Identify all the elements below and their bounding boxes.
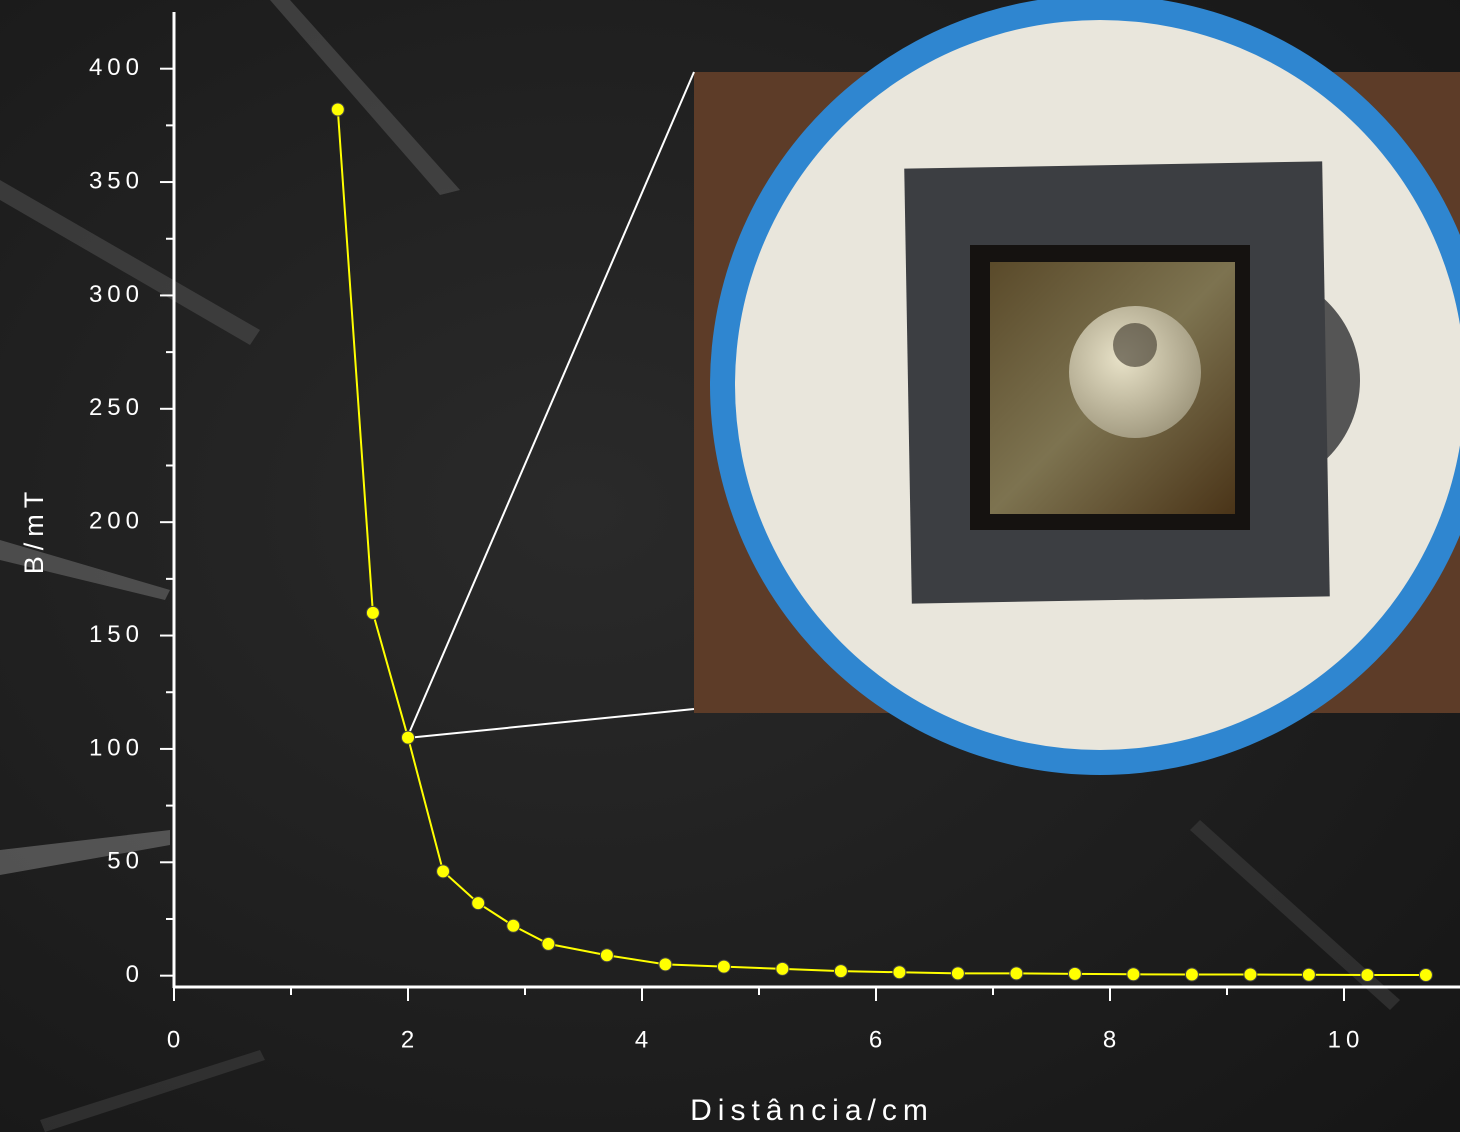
data-point [950, 966, 965, 981]
x-tick-label: 0 [167, 1026, 185, 1053]
data-point [365, 605, 380, 620]
y-tick-label: 0 [126, 961, 144, 988]
y-tick-label: 200 [89, 508, 144, 535]
data-point [1184, 967, 1199, 982]
y-axis-label: B/mT [19, 486, 49, 575]
data-point [892, 965, 907, 980]
data-point [1126, 967, 1141, 982]
y-tick-label: 400 [89, 54, 144, 81]
y-tick-label: 100 [89, 734, 144, 761]
y-tick-label: 350 [89, 167, 144, 194]
data-point [436, 864, 451, 879]
data-point [1067, 966, 1082, 981]
x-axis-label: Distância/cm [690, 1094, 934, 1127]
data-point [330, 102, 345, 117]
y-tick-label: 50 [107, 848, 144, 875]
data-point [506, 918, 521, 933]
data-point [775, 961, 790, 976]
data-point [1418, 967, 1433, 982]
zoom-line [406, 71, 695, 739]
data-point [1243, 967, 1258, 982]
x-tick-label: 6 [869, 1026, 887, 1053]
y-tick-label: 150 [89, 621, 144, 648]
x-tick-label: 4 [635, 1026, 653, 1053]
data-point [1009, 966, 1024, 981]
data-point [599, 948, 614, 963]
data-point [833, 964, 848, 979]
x-tick-label: 10 [1328, 1026, 1365, 1053]
data-point [1301, 967, 1316, 982]
x-tick-label: 2 [401, 1026, 419, 1053]
data-line [336, 109, 1426, 976]
y-tick-label: 300 [89, 281, 144, 308]
data-point [658, 957, 673, 972]
data-point [471, 896, 486, 911]
zoom-line [406, 708, 695, 739]
data-point [401, 730, 415, 745]
x-tick-label: 8 [1103, 1026, 1121, 1053]
data-point [541, 936, 556, 951]
y-tick-label: 250 [89, 394, 144, 421]
inset-photo [694, 0, 1460, 775]
data-point [1360, 967, 1375, 982]
data-point [716, 959, 731, 974]
